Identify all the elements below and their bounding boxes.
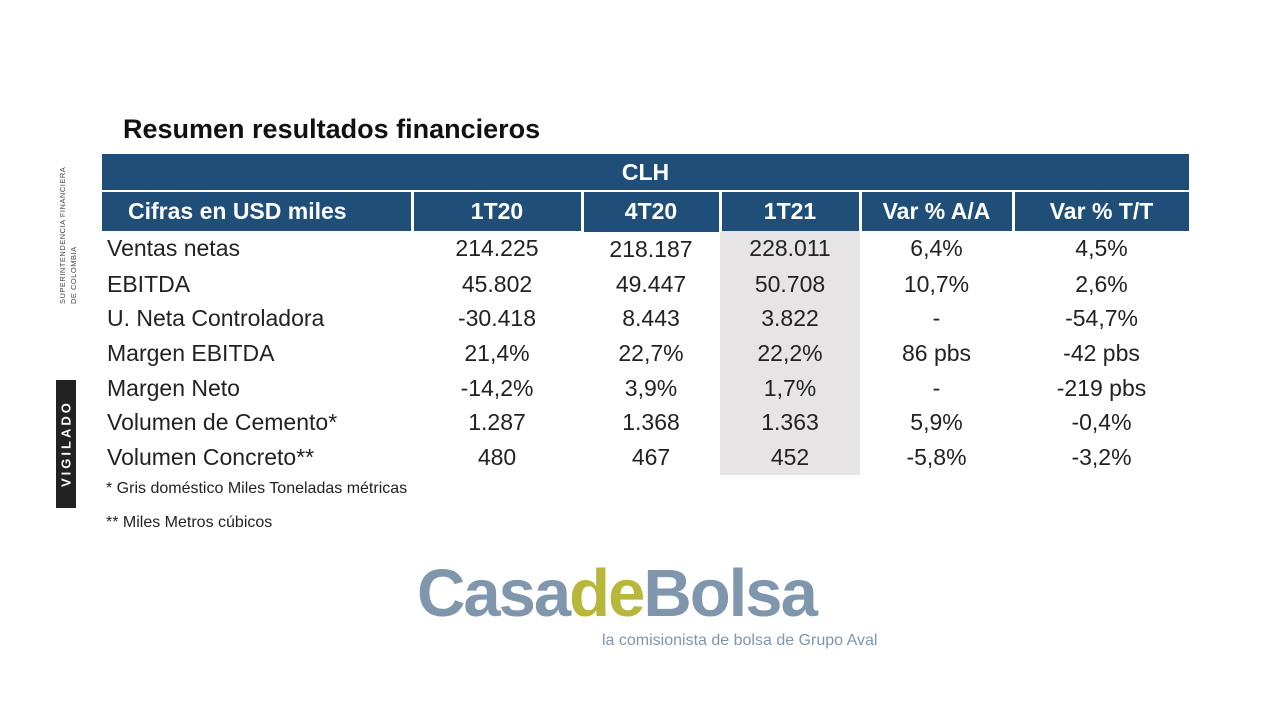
table-cell: -219 pbs <box>1056 374 1147 401</box>
row-label: Margen EBITDA <box>107 339 275 366</box>
stamp-line-1: SUPERINTENDENCIA FINANCIERA <box>58 166 67 304</box>
table-cell: 218.187 <box>609 235 693 262</box>
row-label: Ventas netas <box>107 235 240 262</box>
table-cell: 1,7% <box>720 370 860 406</box>
table-cell: 467 <box>631 443 671 470</box>
table-row: EBITDA 45.802 49.447 50.708 10,7% 2,6% <box>102 266 1190 302</box>
table-cell: 4,5% <box>1075 235 1128 262</box>
table-cell: 22,7% <box>618 339 684 366</box>
table-cell: 5,9% <box>910 409 963 436</box>
logo-part-casa: Casa <box>417 556 571 631</box>
table-cell: 10,7% <box>903 270 970 297</box>
table-cell: 2,6% <box>1075 270 1128 297</box>
table-cell: 45.802 <box>461 270 533 297</box>
row-label: U. Neta Controladora <box>107 305 325 332</box>
regulatory-stamp: SUPERINTENDENCIA FINANCIERA DE COLOMBIA … <box>56 72 100 508</box>
casadebolsa-logo: CasadeBolsa la comisionista de bolsa de … <box>417 556 907 656</box>
table-cell: -3,2% <box>1071 443 1132 470</box>
table-row: Volumen Concreto** 480 467 452 -5,8% -3,… <box>102 440 1190 475</box>
table-cell: 3,9% <box>624 374 678 401</box>
logo-part-bolsa: Bolsa <box>643 556 817 631</box>
table-cell: -42 pbs <box>1063 339 1140 366</box>
column-header-4t20: 4T20 <box>582 190 722 232</box>
column-header-var-tt: Var % T/T <box>1013 190 1192 231</box>
table-cell: 8.443 <box>622 305 680 332</box>
table-cell: 214.225 <box>455 235 539 262</box>
column-header-1t21: 1T21 <box>720 190 862 231</box>
row-label: Volumen Concreto** <box>107 443 315 470</box>
table-cell: 228.011 <box>720 231 860 267</box>
stamp-line-2: DE COLOMBIA <box>69 246 78 304</box>
column-header-units: Cifras en USD miles <box>102 190 414 231</box>
footnote-cement: * Gris doméstico Miles Toneladas métrica… <box>106 480 408 497</box>
table-cell: - <box>932 305 941 332</box>
row-label: EBITDA <box>107 270 191 297</box>
table-cell: 1.368 <box>622 409 680 436</box>
table-cell: 86 pbs <box>901 339 972 366</box>
table-cell: 21,4% <box>464 339 530 366</box>
table-row: Margen EBITDA 21,4% 22,7% 22,2% 86 pbs -… <box>102 336 1190 371</box>
logo-tagline: la comisionista de bolsa de Grupo Aval <box>602 632 878 649</box>
table-cell: 1.287 <box>468 409 526 436</box>
page-title: Resumen resultados financieros <box>123 114 541 144</box>
table-cell: - <box>932 374 941 401</box>
table-cell: -30.418 <box>457 305 536 332</box>
table-cell: 49.447 <box>615 270 687 297</box>
stamp-vigilado: VIGILADO <box>56 380 76 508</box>
column-header-var-aa: Var % A/A <box>860 190 1015 231</box>
table-cell: 6,4% <box>910 235 963 262</box>
table-cell: 22,2% <box>720 336 860 371</box>
table-cell: 480 <box>477 443 517 470</box>
table-cell: 3.822 <box>720 301 860 337</box>
footnote-concrete: ** Miles Metros cúbicos <box>106 514 273 531</box>
row-label: Volumen de Cemento* <box>107 409 338 436</box>
table-cell: 1.363 <box>720 405 860 441</box>
table-cell: 50.708 <box>720 266 860 302</box>
table-cell: -5,8% <box>906 443 967 470</box>
logo-wordmark: CasadeBolsa <box>417 560 818 627</box>
table-cell: -54,7% <box>1065 305 1138 332</box>
table-cell: -0,4% <box>1071 409 1132 436</box>
group-header-clh: CLH <box>102 154 1192 191</box>
row-label: Margen Neto <box>107 374 240 401</box>
table-row: U. Neta Controladora -30.418 8.443 3.822… <box>102 301 1190 337</box>
table-row: Margen Neto -14,2% 3,9% 1,7% - -219 pbs <box>102 370 1190 406</box>
table-row: Volumen de Cemento* 1.287 1.368 1.363 5,… <box>102 405 1190 441</box>
financial-summary-table: CLH Cifras en USD miles 1T20 4T20 1T21 V… <box>102 154 1192 475</box>
column-header-1t20: 1T20 <box>412 190 584 231</box>
table-row: Ventas netas 214.225 218.187 228.011 6,4… <box>102 231 1190 267</box>
table-cell: 452 <box>720 440 860 475</box>
logo-part-de: de <box>569 556 645 631</box>
table-cell: -14,2% <box>460 374 534 401</box>
